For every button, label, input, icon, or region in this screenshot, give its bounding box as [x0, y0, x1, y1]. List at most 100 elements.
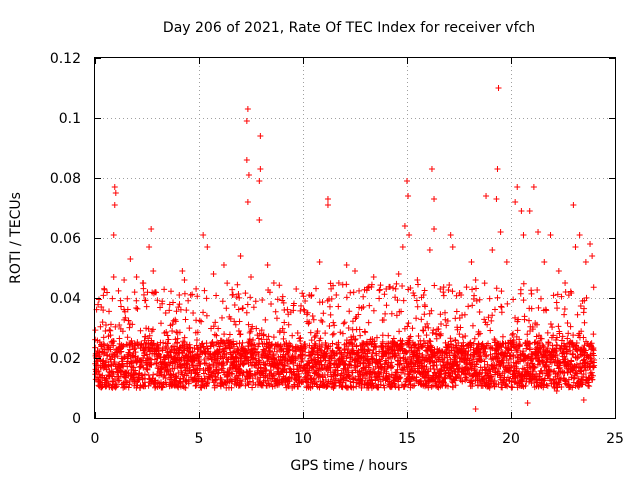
data-point: [245, 381, 252, 388]
data-point: [200, 344, 207, 351]
data-point: [200, 232, 207, 238]
data-point: [182, 384, 189, 391]
data-point: [210, 323, 217, 330]
data-point: [335, 280, 342, 287]
data-point: [249, 323, 256, 330]
data-point: [302, 352, 309, 359]
data-point: [497, 229, 504, 235]
data-point: [309, 312, 316, 319]
data-point: [239, 305, 246, 312]
data-point: [200, 309, 207, 316]
data-point: [203, 360, 210, 367]
data-point: [158, 320, 165, 327]
data-point: [219, 365, 226, 372]
data-point: [280, 299, 287, 306]
data-point: [300, 293, 307, 300]
data-point: [112, 190, 119, 196]
data-point: [211, 331, 218, 338]
data-point: [213, 292, 220, 299]
data-point: [373, 334, 380, 341]
data-point: [545, 339, 552, 346]
data-point: [316, 373, 323, 380]
data-point: [92, 344, 99, 351]
data-point: [134, 339, 141, 346]
data-point: [116, 335, 123, 342]
data-point: [365, 319, 372, 326]
data-point: [335, 339, 342, 346]
data-point: [95, 296, 102, 303]
data-point: [210, 271, 217, 277]
data-point: [273, 315, 280, 322]
data-point: [382, 310, 389, 317]
data-point: [196, 365, 203, 372]
data-point: [131, 346, 138, 353]
data-point: [126, 349, 133, 356]
data-point: [148, 361, 155, 368]
data-point: [525, 317, 532, 324]
data-point: [220, 262, 227, 268]
data-point: [252, 298, 259, 305]
data-point: [110, 342, 117, 349]
data-point: [343, 281, 350, 288]
data-point: [442, 309, 449, 316]
data-point: [101, 362, 108, 369]
data-point: [329, 340, 336, 347]
data-point: [481, 280, 488, 287]
data-point: [101, 342, 108, 349]
data-point: [343, 294, 350, 301]
data-point: [189, 348, 196, 355]
data-point: [423, 332, 430, 339]
data-point: [220, 362, 227, 369]
data-point: [237, 331, 244, 338]
data-point: [471, 335, 478, 342]
data-point: [100, 350, 107, 357]
data-point: [257, 166, 264, 172]
data-point: [409, 325, 416, 332]
data-point: [170, 346, 177, 353]
data-point: [567, 323, 574, 330]
data-point: [385, 332, 392, 339]
y-tick-label: 0.08: [50, 171, 81, 187]
data-point: [335, 303, 342, 310]
data-point: [472, 285, 479, 292]
data-point: [244, 301, 251, 308]
x-tick-labels: 0 5 10 15 20 25: [91, 431, 624, 447]
x-tick-label: 25: [606, 431, 624, 447]
data-point: [300, 306, 307, 313]
data-point: [574, 311, 581, 318]
data-point: [306, 372, 313, 379]
data-point: [133, 304, 140, 311]
data-point: [380, 317, 387, 324]
data-point: [298, 302, 305, 309]
data-point: [194, 329, 201, 336]
data-point: [187, 344, 194, 351]
data-point: [150, 340, 157, 347]
y-axis-label: ROTI / TECUs: [8, 192, 24, 284]
data-point: [161, 286, 168, 293]
data-point: [201, 287, 208, 294]
data-point: [124, 295, 131, 302]
data-point: [169, 321, 176, 328]
data-point: [131, 345, 138, 352]
data-point: [514, 184, 521, 190]
data-point: [235, 328, 242, 335]
data-point: [165, 336, 172, 343]
data-point: [229, 286, 236, 293]
data-point: [428, 383, 435, 390]
data-point: [472, 406, 479, 412]
data-point: [247, 294, 254, 301]
data-point: [406, 232, 413, 238]
data-point: [512, 199, 519, 205]
data-point: [110, 371, 117, 378]
data-point: [101, 286, 108, 293]
data-point: [304, 309, 311, 316]
data-point: [176, 301, 183, 308]
data-point: [290, 300, 297, 307]
data-point: [379, 332, 386, 339]
data-point: [162, 310, 169, 316]
data-point: [428, 166, 435, 172]
data-point: [219, 298, 226, 305]
data-point: [107, 346, 114, 353]
data-point: [334, 364, 341, 371]
data-point: [576, 232, 583, 238]
